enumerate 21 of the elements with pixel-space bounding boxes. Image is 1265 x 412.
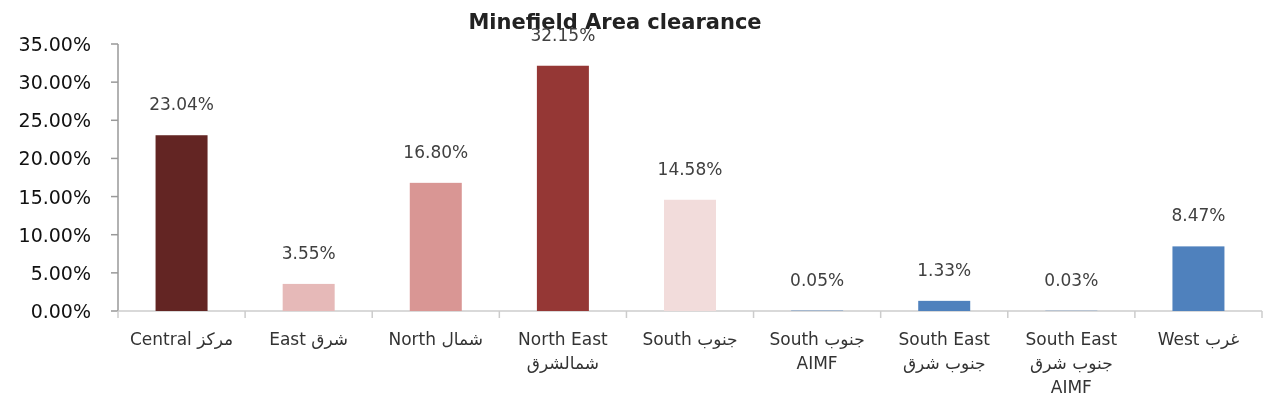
value-label: 0.03%: [1044, 269, 1099, 290]
ytick: 30.00%: [18, 71, 91, 94]
xtick: West غرب: [1157, 329, 1240, 349]
value-label: 8.47%: [1171, 205, 1226, 226]
value-label: 3.55%: [281, 242, 336, 263]
ytick: 35.00%: [18, 33, 91, 55]
value-label: 23.04%: [149, 94, 214, 115]
ytick: 15.00%: [18, 185, 91, 208]
ytick: 10.00%: [18, 223, 91, 246]
ytick: 25.00%: [18, 109, 91, 132]
xtick: North شمال: [388, 329, 484, 349]
value-label: 0.05%: [790, 269, 845, 290]
ytick: 20.00%: [18, 147, 91, 170]
ytick: 0.00%: [30, 300, 91, 322]
xtick: South جنوب: [642, 329, 738, 349]
xtick: Central مركز: [129, 329, 234, 349]
xtick: East شرق: [269, 329, 349, 349]
value-label: 14.58%: [657, 158, 723, 179]
value-label: 16.80%: [403, 141, 469, 162]
ytick: 5.00%: [30, 261, 91, 284]
value-label: 1.33%: [917, 259, 972, 280]
